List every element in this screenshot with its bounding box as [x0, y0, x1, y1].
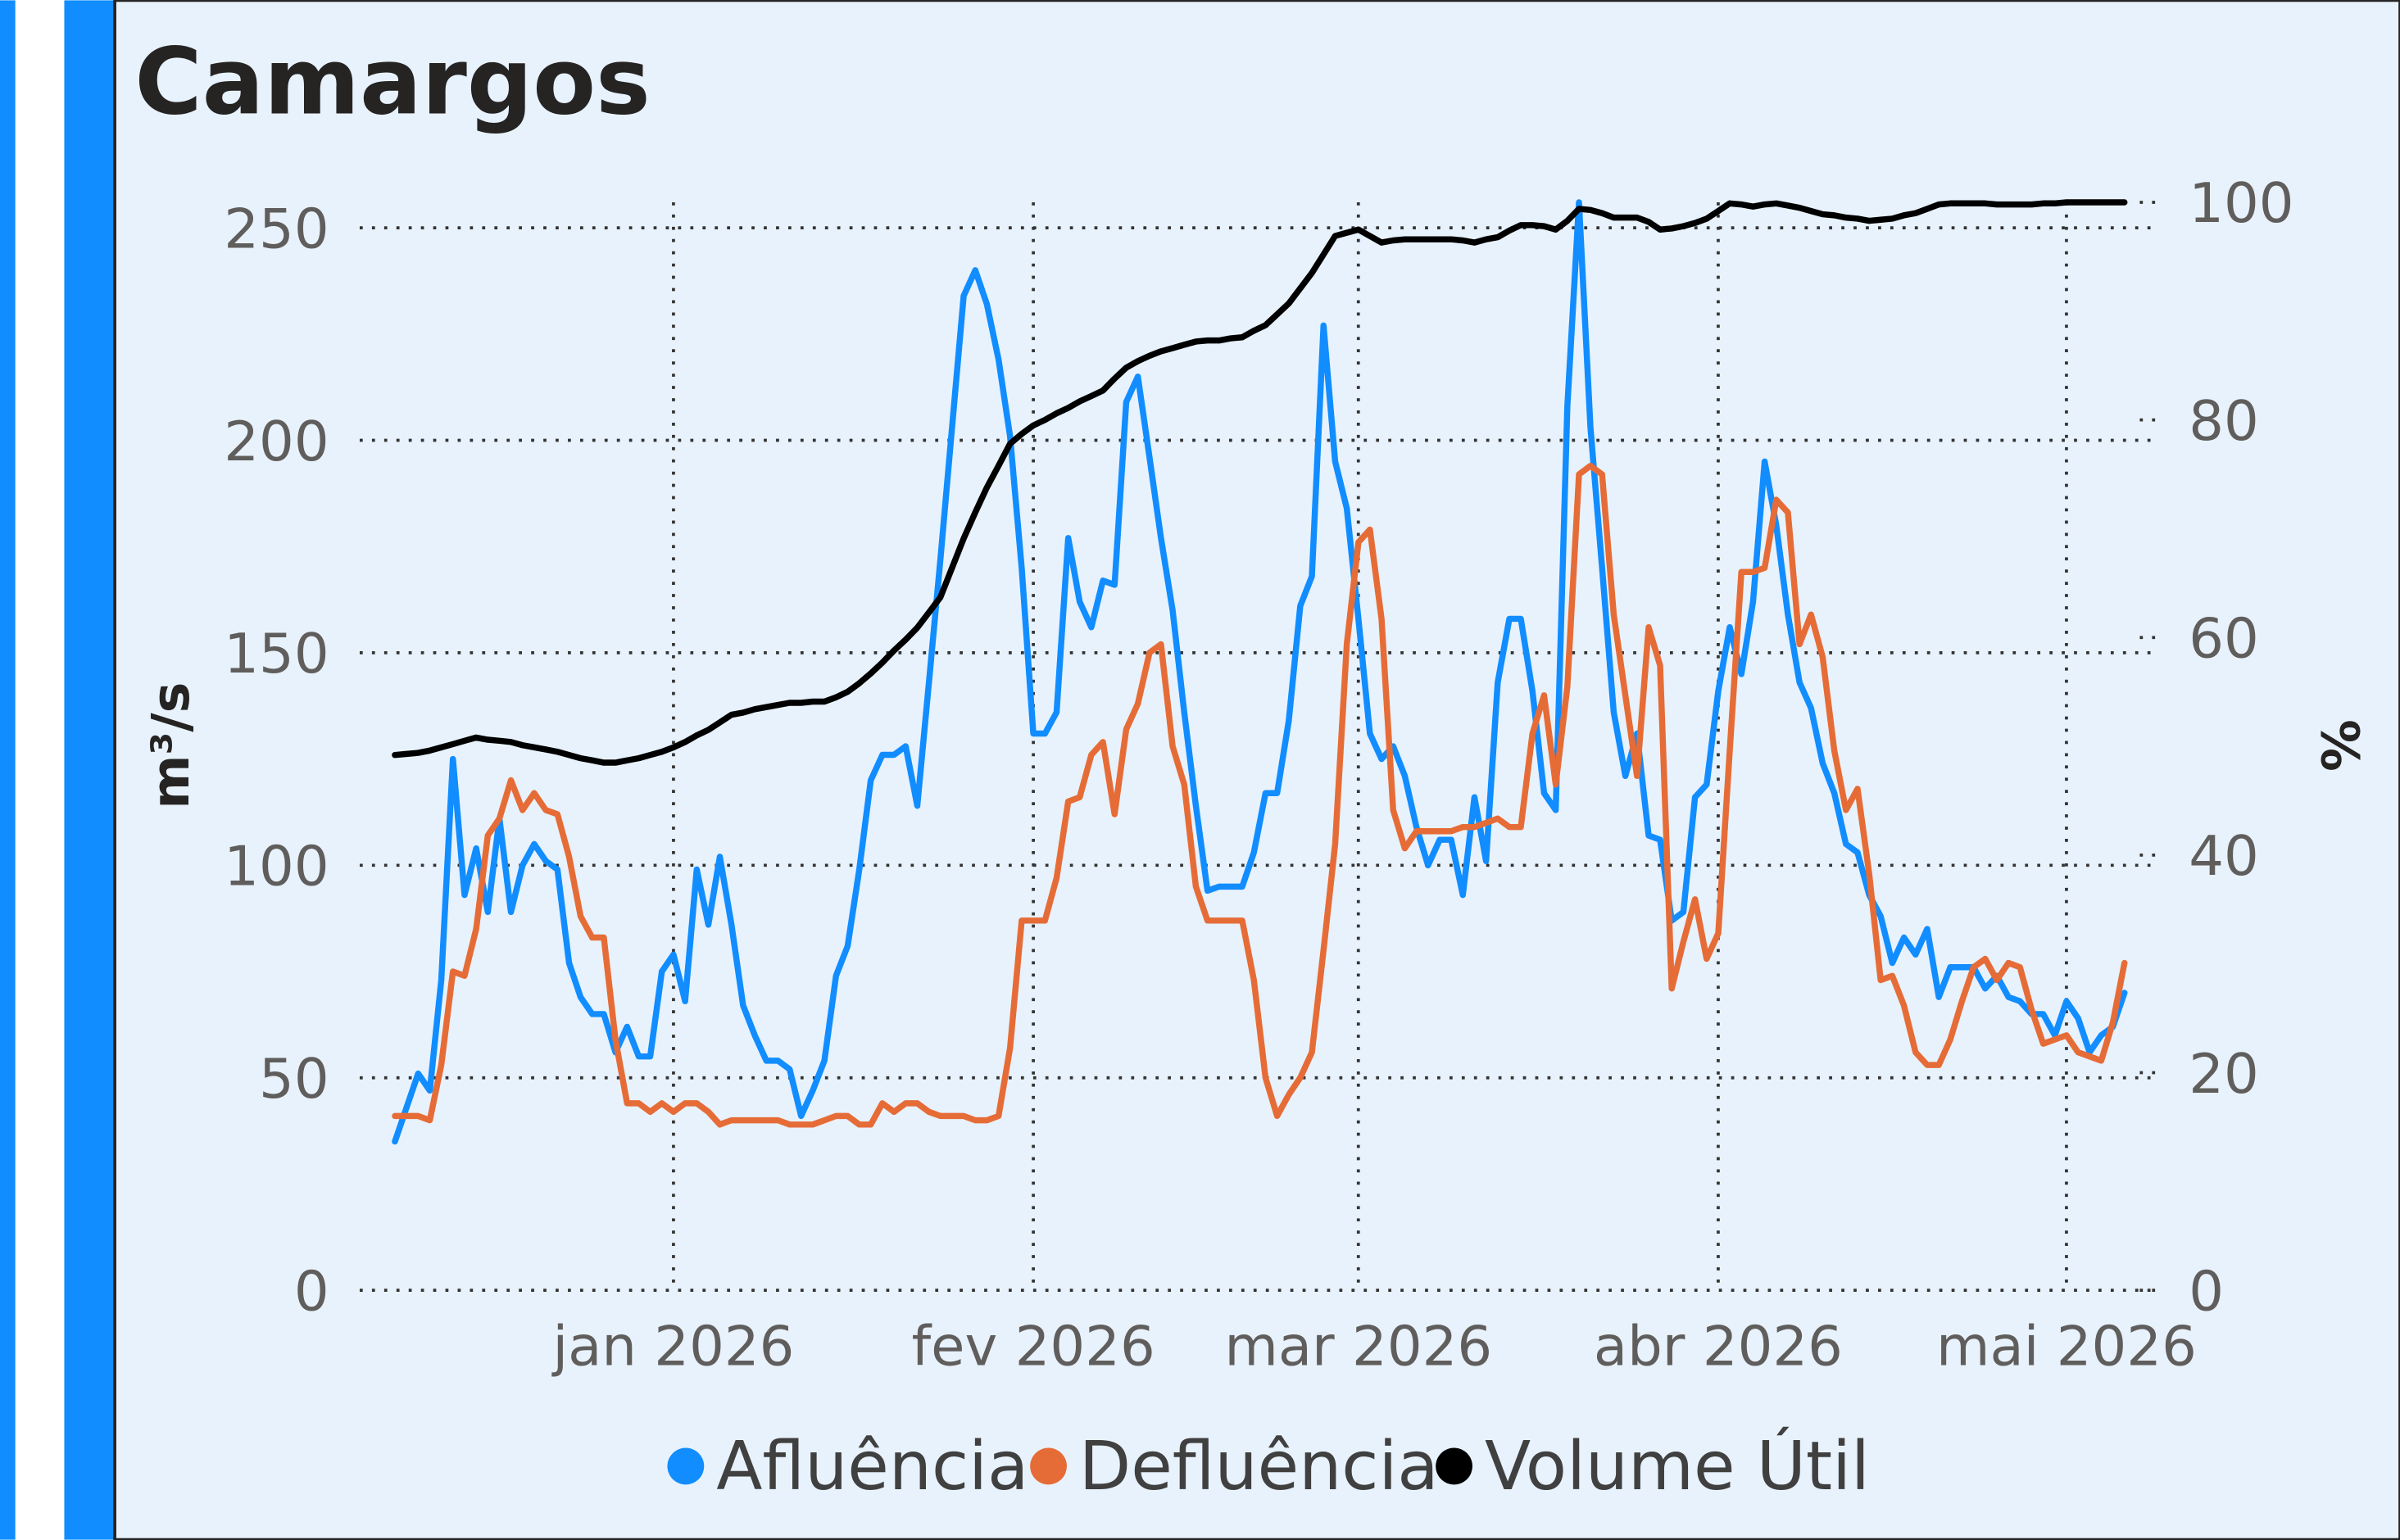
y2-tick-label: 60 [2189, 607, 2259, 671]
y-tick-label: 100 [224, 835, 329, 899]
chart-title: Camargos [134, 29, 650, 136]
x-tick-label: fev 2026 [911, 1315, 1155, 1379]
legend-marker [667, 1447, 705, 1485]
legend-label: Defluência [1079, 1428, 1439, 1506]
legend-item[interactable]: Afluência [667, 1428, 1028, 1506]
legend-item[interactable]: Defluência [1030, 1428, 1439, 1506]
plot [392, 199, 2128, 1145]
y-tick-label: 50 [259, 1047, 329, 1111]
y2-axis-label: % [2310, 719, 2371, 772]
x-tick-label: mai 2026 [1936, 1315, 2197, 1379]
side-bar [0, 0, 16, 1540]
y2-tick-label: 100 [2189, 171, 2293, 235]
legend-marker [1436, 1447, 1473, 1485]
y2-tick-label: 20 [2189, 1042, 2259, 1106]
chart-panel [113, 0, 2400, 1540]
legend-label: Volume Útil [1485, 1426, 1870, 1506]
series-line [392, 462, 2128, 1128]
series-line [392, 199, 2128, 1145]
legend-label: Afluência [716, 1428, 1028, 1506]
x-tick-label: jan 2026 [551, 1315, 794, 1379]
y-tick-label: 200 [224, 410, 329, 473]
y2-tick-label: 80 [2189, 389, 2259, 453]
x-tick-label: mar 2026 [1224, 1315, 1492, 1379]
series-line [392, 199, 2128, 766]
y-axis-label: m³/s [140, 682, 201, 809]
side-bar [64, 0, 116, 1540]
legend-item[interactable]: Volume Útil [1436, 1426, 1870, 1506]
y-tick-label: 250 [224, 197, 329, 260]
x-tick-label: abr 2026 [1594, 1315, 1843, 1379]
y-tick-label: 150 [224, 622, 329, 686]
legend-marker [1030, 1447, 1067, 1485]
grid: 0 50 100 150 200 250 0 20 40 60 80 100 jan 2026 fev 2… [224, 171, 2293, 1378]
y2-tick-label: 0 [2189, 1259, 2224, 1323]
y-tick-label: 0 [294, 1259, 329, 1323]
legend: Afluência Defluência Volume Útil [667, 1426, 1870, 1506]
y2-tick-label: 40 [2189, 824, 2259, 888]
